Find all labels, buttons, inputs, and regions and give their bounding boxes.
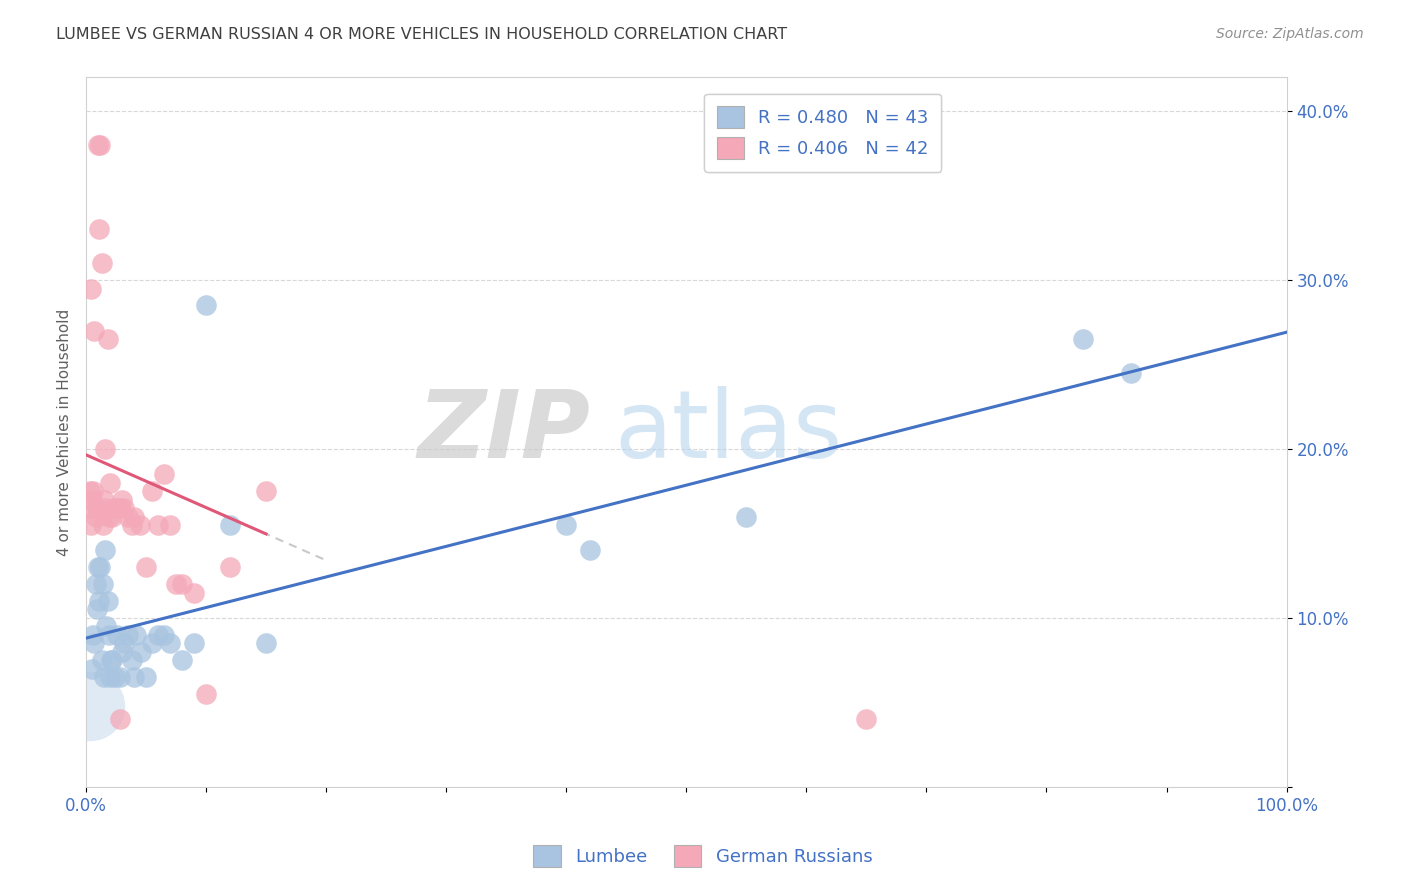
Point: [135, 670, 157, 684]
Point: [79, 484, 101, 499]
Point: [90, 653, 112, 667]
Point: [91, 577, 114, 591]
Point: [153, 628, 176, 642]
Point: [93, 492, 115, 507]
Point: [555, 518, 578, 533]
Point: [129, 645, 152, 659]
Point: [117, 628, 139, 642]
Point: [80, 518, 103, 533]
Point: [84, 509, 107, 524]
Point: [135, 560, 157, 574]
Text: atlas: atlas: [614, 386, 842, 478]
Point: [80, 282, 103, 296]
Point: [96, 619, 118, 633]
Point: [90, 256, 112, 270]
Point: [114, 636, 136, 650]
Point: [100, 653, 122, 667]
Point: [79, 698, 101, 713]
Point: [80, 492, 103, 507]
Point: [159, 518, 181, 533]
Point: [735, 509, 758, 524]
Point: [86, 602, 108, 616]
Point: [97, 628, 120, 642]
Point: [87, 138, 110, 153]
Point: [97, 332, 120, 346]
Point: [1119, 366, 1142, 380]
Point: [94, 543, 117, 558]
Point: [94, 442, 117, 456]
Point: [122, 509, 145, 524]
Point: [1071, 332, 1094, 346]
Point: [117, 509, 139, 524]
Point: [105, 501, 128, 516]
Point: [219, 518, 242, 533]
Point: [121, 518, 143, 533]
Point: [111, 645, 134, 659]
Point: [172, 577, 194, 591]
Point: [89, 560, 111, 574]
Point: [141, 484, 163, 499]
Point: [254, 636, 277, 650]
Point: [114, 501, 136, 516]
Point: [105, 628, 128, 642]
Legend: R = 0.480   N = 43, R = 0.406   N = 42: R = 0.480 N = 43, R = 0.406 N = 42: [704, 94, 942, 172]
Point: [165, 577, 187, 591]
Y-axis label: 4 or more Vehicles in Household: 4 or more Vehicles in Household: [58, 309, 72, 556]
Point: [579, 543, 602, 558]
Point: [98, 475, 121, 490]
Point: [101, 509, 124, 524]
Point: [254, 484, 277, 499]
Point: [183, 585, 205, 599]
Point: [146, 518, 169, 533]
Point: [141, 636, 163, 650]
Point: [195, 298, 218, 312]
Point: [159, 636, 181, 650]
Point: [87, 560, 110, 574]
Point: [855, 712, 877, 726]
Point: [83, 324, 105, 338]
Point: [146, 628, 169, 642]
Point: [108, 712, 131, 726]
Point: [122, 670, 145, 684]
Point: [91, 518, 114, 533]
Point: [98, 670, 121, 684]
Text: Source: ZipAtlas.com: Source: ZipAtlas.com: [1216, 27, 1364, 41]
Point: [89, 138, 111, 153]
Point: [111, 492, 134, 507]
Point: [97, 509, 120, 524]
Point: [125, 628, 148, 642]
Point: [83, 636, 105, 650]
Text: LUMBEE VS GERMAN RUSSIAN 4 OR MORE VEHICLES IN HOUSEHOLD CORRELATION CHART: LUMBEE VS GERMAN RUSSIAN 4 OR MORE VEHIC…: [56, 27, 787, 42]
Point: [172, 653, 194, 667]
Text: ZIP: ZIP: [418, 386, 591, 478]
Point: [89, 594, 111, 608]
Point: [82, 628, 104, 642]
Point: [104, 670, 127, 684]
Point: [80, 662, 103, 676]
Point: [84, 577, 107, 591]
Point: [82, 484, 104, 499]
Point: [121, 653, 143, 667]
Point: [96, 501, 118, 516]
Point: [97, 594, 120, 608]
Point: [93, 670, 115, 684]
Point: [219, 560, 242, 574]
Point: [89, 222, 111, 236]
Point: [108, 501, 131, 516]
Point: [183, 636, 205, 650]
Point: [86, 501, 108, 516]
Point: [153, 467, 176, 482]
Point: [104, 501, 127, 516]
Point: [108, 670, 131, 684]
Point: [195, 687, 218, 701]
Point: [79, 501, 101, 516]
Point: [129, 518, 152, 533]
Point: [101, 653, 124, 667]
Legend: Lumbee, German Russians: Lumbee, German Russians: [526, 838, 880, 874]
